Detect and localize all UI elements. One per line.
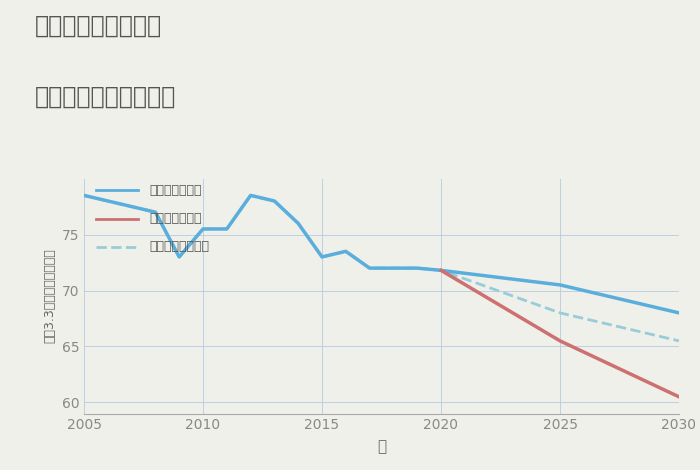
Text: グッドシナリオ: グッドシナリオ (150, 184, 202, 197)
X-axis label: 年: 年 (377, 439, 386, 454)
Text: 中古戸建ての価格推移: 中古戸建ての価格推移 (35, 85, 176, 109)
Text: ノーマルシナリオ: ノーマルシナリオ (150, 240, 209, 253)
Text: バッドシナリオ: バッドシナリオ (150, 212, 202, 225)
Y-axis label: 坪（3.3㎡）単価（万円）: 坪（3.3㎡）単価（万円） (43, 249, 56, 344)
Text: 千葉県東金市大沼の: 千葉県東金市大沼の (35, 14, 162, 38)
